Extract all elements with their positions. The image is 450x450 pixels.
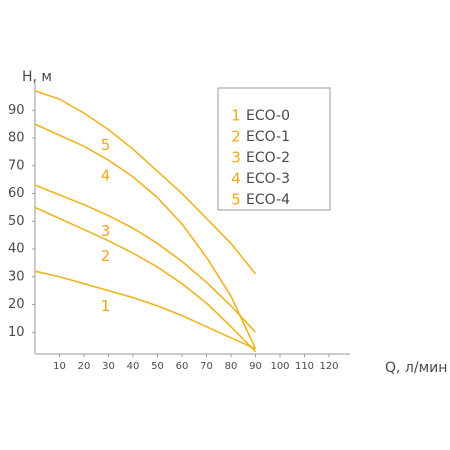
legend-number: 4 [231, 170, 241, 188]
x-tick-label: 30 [102, 361, 115, 372]
x-tick-label: 120 [319, 361, 338, 372]
x-tick-label: 110 [295, 361, 314, 372]
x-tick-label: 80 [225, 361, 238, 372]
curve-label: 1 [101, 297, 111, 315]
x-tick-label: 60 [176, 361, 189, 372]
curve [34, 270, 256, 350]
legend-box [217, 87, 331, 211]
y-axis-label: H, м [22, 69, 52, 85]
x-tick-label: 20 [78, 361, 91, 372]
x-tick-label: 10 [53, 361, 66, 372]
legend-number: 1 [231, 107, 241, 125]
legend-label: ECO-4 [246, 192, 290, 208]
legend-label: ECO-1 [246, 129, 290, 145]
curve-label: 4 [101, 167, 111, 185]
curve [34, 90, 257, 275]
x-tick-label: 70 [200, 361, 213, 372]
y-tick-label: 70 [8, 158, 25, 173]
x-axis-label: Q, л/мин [385, 360, 447, 376]
curve-label: 2 [101, 247, 111, 265]
x-tick-label: 40 [127, 361, 140, 372]
y-tick-label: 50 [8, 214, 25, 229]
legend-label: ECO-0 [246, 108, 290, 124]
y-tick-label: 20 [8, 297, 25, 312]
y-tick-label: 80 [8, 131, 25, 146]
legend-number: 2 [231, 128, 241, 146]
x-tick-label: 100 [270, 361, 289, 372]
y-tick-label: 60 [8, 186, 25, 201]
x-tick-label: 90 [249, 361, 262, 372]
curve-label: 5 [101, 136, 111, 154]
legend-number: 5 [231, 191, 241, 209]
curve-label: 3 [101, 222, 111, 240]
y-tick-label: 90 [8, 103, 25, 118]
x-tick-label: 50 [151, 361, 164, 372]
y-tick-label: 30 [8, 269, 25, 284]
legend-label: ECO-3 [246, 171, 290, 187]
curve [34, 123, 257, 350]
legend-label: ECO-2 [246, 150, 290, 166]
y-tick-label: 40 [8, 242, 25, 257]
y-tick-label: 10 [8, 325, 25, 340]
curve [34, 184, 257, 333]
curve [34, 206, 257, 353]
legend-number: 3 [231, 149, 241, 167]
